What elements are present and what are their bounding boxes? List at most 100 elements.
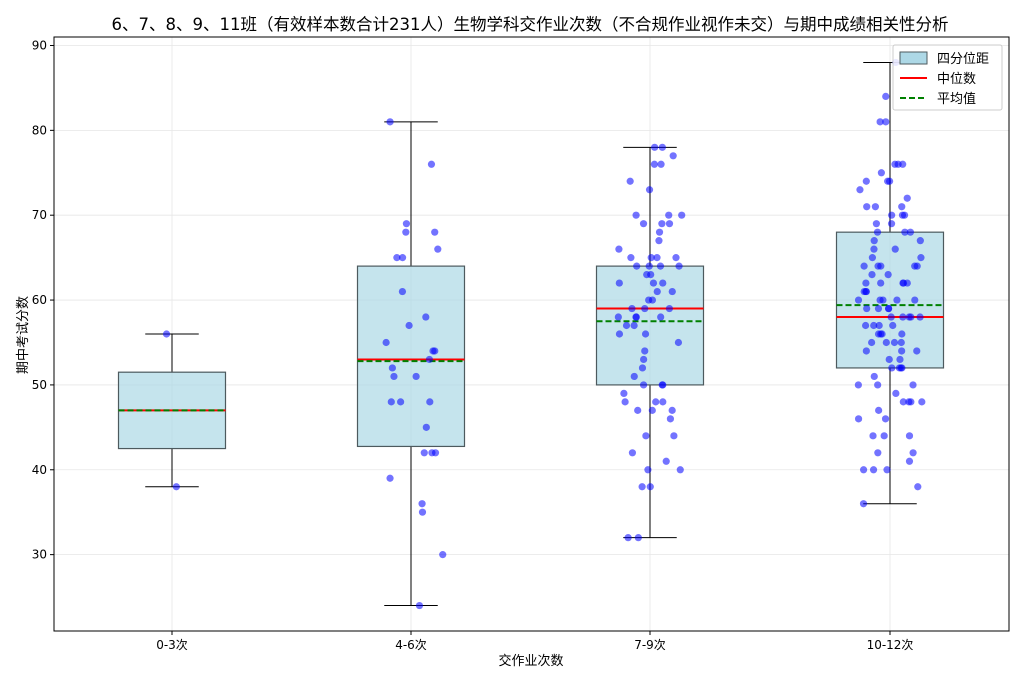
data-point	[390, 372, 398, 381]
data-point	[614, 313, 622, 321]
data-point	[862, 287, 870, 296]
data-point	[620, 389, 628, 397]
data-point	[640, 355, 648, 364]
data-point	[632, 211, 640, 219]
data-point	[863, 304, 871, 313]
data-point	[626, 177, 634, 185]
data-point	[382, 338, 390, 347]
data-point	[402, 228, 410, 236]
data-point	[856, 186, 864, 194]
data-point	[657, 160, 665, 168]
data-point	[641, 330, 650, 338]
box-group	[595, 146, 705, 539]
data-point	[639, 220, 648, 228]
data-point	[627, 254, 635, 262]
data-point	[658, 220, 666, 228]
data-point	[678, 211, 686, 219]
data-point	[668, 287, 676, 296]
data-point	[899, 398, 907, 406]
data-point	[415, 601, 424, 610]
data-point	[905, 398, 913, 406]
data-point	[874, 304, 883, 313]
data-point	[621, 398, 629, 406]
data-point	[868, 338, 876, 347]
data-point	[861, 321, 870, 330]
data-point	[402, 220, 411, 228]
data-point	[615, 279, 623, 287]
data-point	[439, 551, 447, 559]
data-point	[434, 245, 442, 253]
data-point	[644, 466, 652, 474]
data-point	[911, 262, 919, 270]
data-point	[665, 211, 673, 219]
y-tick-label: 70	[32, 208, 47, 222]
data-point	[659, 398, 667, 406]
data-point	[887, 313, 895, 321]
data-point	[870, 321, 878, 330]
data-point	[870, 245, 878, 253]
data-point	[871, 203, 879, 211]
data-point	[398, 254, 407, 262]
data-point	[628, 449, 637, 457]
data-point	[659, 279, 667, 287]
data-point	[878, 330, 886, 338]
data-point	[641, 347, 649, 355]
data-point	[859, 466, 868, 474]
data-point	[874, 449, 882, 457]
data-point	[917, 254, 925, 262]
data-point	[868, 254, 877, 262]
data-point	[624, 534, 632, 542]
data-point	[905, 313, 913, 321]
data-point	[420, 449, 428, 457]
data-point	[899, 313, 907, 321]
data-point	[386, 118, 394, 126]
data-point	[615, 245, 623, 253]
data-point	[897, 338, 905, 347]
data-point	[909, 449, 917, 457]
data-point	[897, 364, 905, 372]
y-tick-label: 30	[32, 548, 47, 562]
data-point	[674, 338, 683, 347]
data-point	[870, 237, 878, 245]
data-point	[918, 398, 926, 406]
data-point	[862, 347, 870, 355]
data-point	[676, 466, 684, 474]
data-point	[891, 160, 899, 168]
data-point	[162, 330, 171, 338]
data-point	[875, 321, 883, 330]
data-point	[889, 321, 897, 330]
data-point	[418, 500, 426, 508]
data-point	[655, 228, 664, 236]
data-point	[387, 398, 395, 406]
data-point	[431, 228, 439, 236]
y-tick-label: 50	[32, 378, 47, 392]
data-point	[896, 355, 904, 364]
data-point	[863, 203, 871, 211]
data-point	[657, 313, 665, 321]
data-point	[655, 237, 663, 245]
data-point	[386, 474, 394, 482]
data-point	[648, 296, 657, 304]
data-point	[869, 466, 878, 474]
data-point	[909, 381, 917, 389]
x-tick-label: 4-6次	[395, 638, 427, 652]
data-point	[666, 415, 675, 423]
data-point	[882, 92, 890, 100]
data-point	[892, 389, 900, 397]
data-point	[412, 372, 420, 381]
data-point	[646, 483, 654, 491]
iqr-box	[835, 231, 945, 369]
data-point	[879, 296, 887, 304]
data-point	[884, 177, 892, 185]
data-point	[405, 321, 413, 330]
data-point	[665, 220, 674, 228]
data-point	[862, 279, 870, 287]
data-point	[859, 500, 868, 508]
data-point	[651, 143, 659, 151]
y-tick-label: 40	[32, 463, 47, 477]
data-point	[630, 321, 638, 330]
data-point	[854, 296, 863, 304]
data-point	[911, 296, 919, 304]
